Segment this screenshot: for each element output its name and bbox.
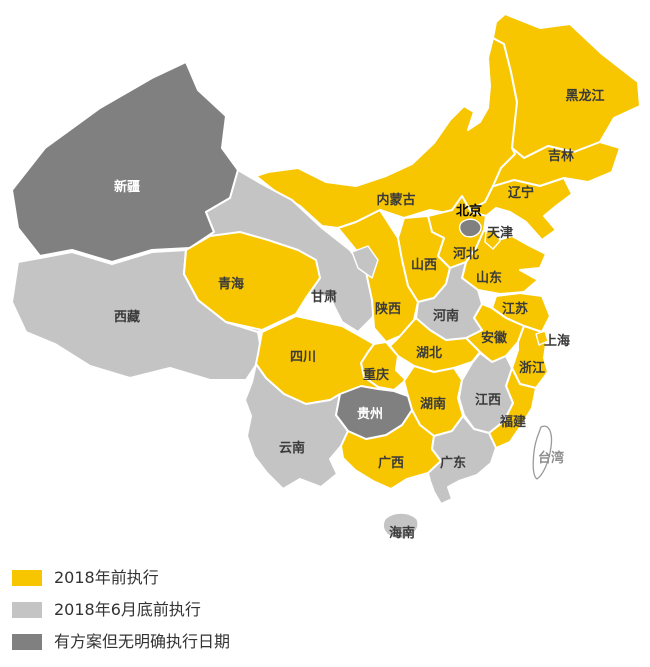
legend-item-before-2018: 2018年前执行 — [12, 568, 230, 587]
label-shaanxi: 陕西 — [375, 301, 401, 317]
label-henan: 河南 — [433, 308, 459, 324]
label-jiangxi: 江西 — [475, 392, 501, 408]
label-hunan: 湖南 — [420, 396, 446, 412]
province-yunnan — [244, 363, 349, 490]
province-shapes — [11, 13, 641, 540]
province-labels: 新疆 西藏 青海 甘肃 内蒙古 黑龙江 吉林 辽宁 北京 天津 河北 山西 山东… — [114, 88, 605, 541]
label-anhui: 安徽 — [481, 330, 508, 346]
label-guangxi: 广西 — [378, 455, 404, 471]
province-guangdong — [427, 415, 497, 505]
label-shanghai: 上海 — [544, 333, 570, 349]
label-xinjiang: 新疆 — [114, 179, 140, 195]
label-liaoning: 辽宁 — [508, 185, 534, 201]
legend-swatch-light-gray — [12, 601, 42, 618]
label-guizhou: 贵州 — [357, 406, 383, 422]
legend-item-before-june-2018: 2018年6月底前执行 — [12, 600, 230, 619]
label-tianjin: 天津 — [487, 225, 513, 241]
province-taiwan — [532, 425, 553, 480]
legend: 2018年前执行 2018年6月底前执行 有方案但无明确执行日期 — [12, 568, 230, 651]
label-heilongjiang: 黑龙江 — [565, 88, 604, 104]
province-shanghai — [535, 330, 549, 346]
label-guangdong: 广东 — [440, 455, 466, 471]
province-heilongjiang — [492, 13, 641, 159]
swatch-rect — [12, 569, 42, 586]
legend-label: 有方案但无明确执行日期 — [54, 632, 231, 651]
swatch-rect — [12, 633, 42, 650]
legend-label: 2018年前执行 — [54, 568, 159, 587]
label-neimenggu: 内蒙古 — [376, 192, 415, 208]
label-chongqing: 重庆 — [363, 367, 389, 383]
province-qinghai — [183, 231, 321, 331]
label-zhejiang: 浙江 — [519, 360, 545, 376]
province-jilin — [492, 141, 621, 187]
label-taiwan: 台湾 — [538, 450, 564, 466]
label-xizang: 西藏 — [114, 309, 140, 325]
legend-swatch-dark-gray — [12, 633, 42, 650]
label-yunnan: 云南 — [279, 440, 305, 456]
label-hainan: 海南 — [389, 525, 415, 541]
label-jiangsu: 江苏 — [502, 301, 528, 317]
label-shandong: 山东 — [476, 270, 502, 286]
province-henan — [415, 261, 483, 341]
province-hainan — [382, 512, 419, 540]
label-jilin: 吉林 — [548, 148, 574, 164]
label-beijing: 北京 — [456, 203, 482, 219]
province-liaoning — [469, 177, 573, 241]
label-qinghai: 青海 — [218, 276, 244, 292]
legend-swatch-yellow — [12, 569, 42, 586]
province-guizhou — [335, 385, 413, 440]
legend-item-no-clear-date: 有方案但无明确执行日期 — [12, 632, 230, 651]
swatch-rect — [12, 601, 42, 618]
label-hubei: 湖北 — [416, 346, 442, 361]
label-fujian: 福建 — [499, 414, 526, 430]
province-tianjin — [484, 228, 501, 250]
province-ningxia — [351, 245, 379, 279]
legend-label: 2018年6月底前执行 — [54, 600, 201, 619]
label-sichuan: 四川 — [290, 350, 316, 365]
province-xinjiang — [11, 61, 239, 263]
label-gansu: 甘肃 — [311, 289, 337, 305]
province-beijing — [458, 218, 482, 238]
label-shanxi: 山西 — [411, 257, 437, 273]
label-hebei: 河北 — [453, 246, 479, 262]
